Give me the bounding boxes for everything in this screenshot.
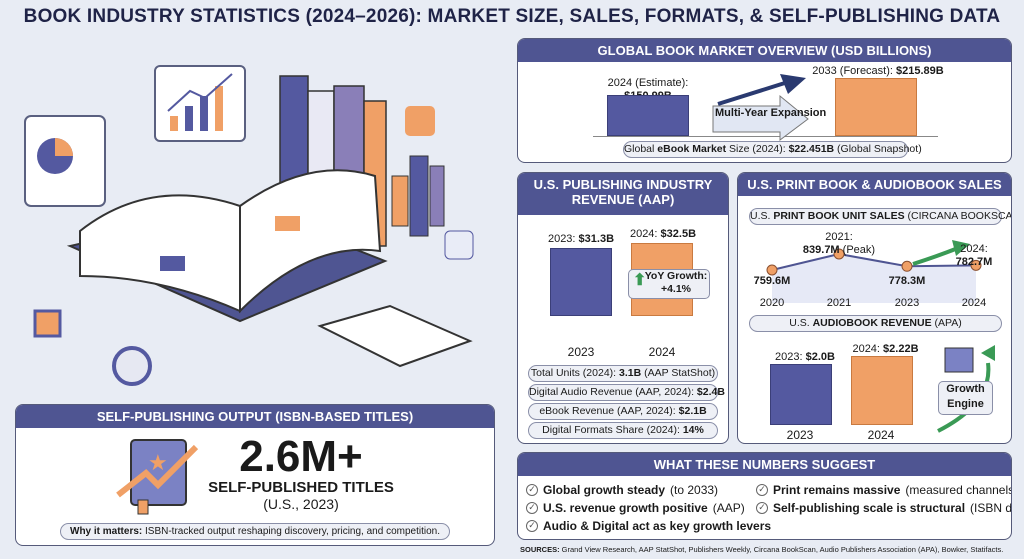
donut-icon: [112, 346, 152, 386]
multi-year-arrow-icon: [712, 74, 809, 141]
insight-item: ✓ Global growth steady (to 2033): [526, 483, 718, 497]
label-2033: 2033 (Forecast): $215.89B: [812, 65, 944, 77]
stat-pill: Digital Formats Share (2024): 14%: [528, 422, 718, 439]
small-book-icon: [317, 304, 473, 368]
multi-year-expansion-label: Multi-Year Expansion: [715, 107, 827, 119]
line-point: [901, 260, 913, 272]
trend-badge-icon: [405, 106, 435, 136]
check-circle-icon: ✓: [756, 502, 768, 514]
insight-item: ✓ Audio & Digital act as key growth lever…: [526, 519, 776, 533]
print-line-chart: [766, 240, 982, 303]
bar-blocks-icon: [391, 155, 445, 237]
bar-1: [835, 77, 917, 136]
check-circle-icon: ✓: [526, 484, 538, 496]
open-book-icon: [66, 169, 388, 323]
audio-subheader: U.S. AUDIOBOOK REVENUE (APA): [749, 315, 1002, 332]
chart-badge-icon: [444, 230, 474, 260]
dashboard-icon: [24, 115, 106, 207]
stat-pill: Digital Audio Revenue (AAP, 2024): $2.4B: [528, 384, 725, 401]
x-label: 2024: [648, 345, 676, 359]
year-label: 2020: [759, 297, 785, 309]
stat-pill: Total Units (2024): 3.1B (AAP StatShot): [528, 365, 718, 382]
print-subheader: U.S. PRINT BOOK UNIT SALES (CIRCANA BOOK…: [749, 208, 1011, 225]
page-title: BOOK INDUSTRY STATISTICS (2024–2026): MA…: [23, 6, 1001, 27]
audio-label-2024: 2024: $2.22B: [852, 343, 919, 355]
ebook-market-pill: Global eBook Market Size (2024): $22.451…: [623, 141, 922, 158]
bar-0: [550, 247, 612, 316]
insight-item: ✓ Self-publishing scale is structural (IS…: [756, 501, 1011, 515]
bar-0: [770, 363, 832, 425]
x-label: 2023: [786, 428, 814, 442]
self-published-count: 2.6M+: [239, 432, 363, 481]
bar-1: [851, 355, 913, 425]
check-circle-icon: ✓: [756, 484, 768, 496]
growth-engine-badge: Growth Engine: [938, 381, 993, 415]
point-value: 2024: 782.7M: [955, 243, 993, 268]
check-circle-icon: ✓: [526, 520, 538, 532]
line-point: [970, 259, 982, 271]
label-2023: 2023: $31.3B: [547, 233, 615, 245]
up-arrow-icon: ⬆: [633, 272, 647, 289]
bar-0: [607, 95, 689, 136]
stat-pill: eBook Revenue (AAP, 2024): $2.1B: [528, 403, 718, 420]
check-circle-icon: ✓: [526, 502, 538, 514]
point-value: 759.6M: [753, 275, 791, 287]
insight-item: ✓ Print remains massive (measured channel…: [756, 483, 1011, 497]
year-label: 2023: [894, 297, 920, 309]
self-published-scope: (U.S., 2023): [263, 496, 339, 512]
line-series: [771, 252, 977, 271]
yoy-growth-badge: ⬆ YoY Growth: +4.1%: [628, 269, 710, 299]
insight-item: ✓ U.S. revenue growth positive (AAP): [526, 501, 745, 515]
self-publishing-panel: SELF-PUBLISHING OUTPUT (ISBN-BASED TITLE…: [15, 404, 495, 546]
year-label: 2021: [826, 297, 852, 309]
line-point: [766, 264, 778, 276]
sources: SOURCES: Grand View Research, AAP StatSh…: [520, 545, 1004, 554]
point-value: 2021: 839.7M (Peak): [802, 231, 876, 256]
x-label: 2023: [567, 345, 595, 359]
global-market-panel: GLOBAL BOOK MARKET OVERVIEW (USD BILLION…: [517, 38, 1012, 163]
svg-text:★: ★: [148, 450, 168, 475]
panel-header: U.S. PUBLISHING INDUSTRY REVENUE (AAP): [518, 173, 728, 215]
book-growth-icon: ★: [116, 439, 199, 515]
chart-card-icon: [154, 65, 246, 142]
book-illustration: [24, 65, 474, 386]
self-published-label: SELF-PUBLISHED TITLES: [208, 479, 394, 496]
print-audio-panel: U.S. PRINT BOOK & AUDIOBOOK SALES U.S. P…: [737, 172, 1012, 444]
suggest-panel: WHAT THESE NUMBERS SUGGEST ✓ Global growt…: [517, 452, 1012, 540]
point-value: 778.3M: [888, 275, 926, 287]
panel-header: U.S. PRINT BOOK & AUDIOBOOK SALES: [738, 173, 1011, 196]
label-2024: 2024: $32.5B: [629, 228, 697, 240]
us-publishing-panel: U.S. PUBLISHING INDUSTRY REVENUE (AAP) 2…: [517, 172, 729, 444]
year-label: 2024: [961, 297, 987, 309]
panel-header: WHAT THESE NUMBERS SUGGEST: [518, 453, 1011, 476]
x-label: 2024: [867, 428, 895, 442]
panel-header: SELF-PUBLISHING OUTPUT (ISBN-BASED TITLE…: [16, 405, 494, 428]
why-it-matters: Why it matters: ISBN-tracked output resh…: [60, 523, 450, 540]
audio-label-2023: 2023: $2.0B: [775, 351, 835, 363]
panel-header: GLOBAL BOOK MARKET OVERVIEW (USD BILLION…: [518, 39, 1011, 62]
cube-icon: [33, 309, 62, 338]
line-point: [833, 248, 845, 260]
